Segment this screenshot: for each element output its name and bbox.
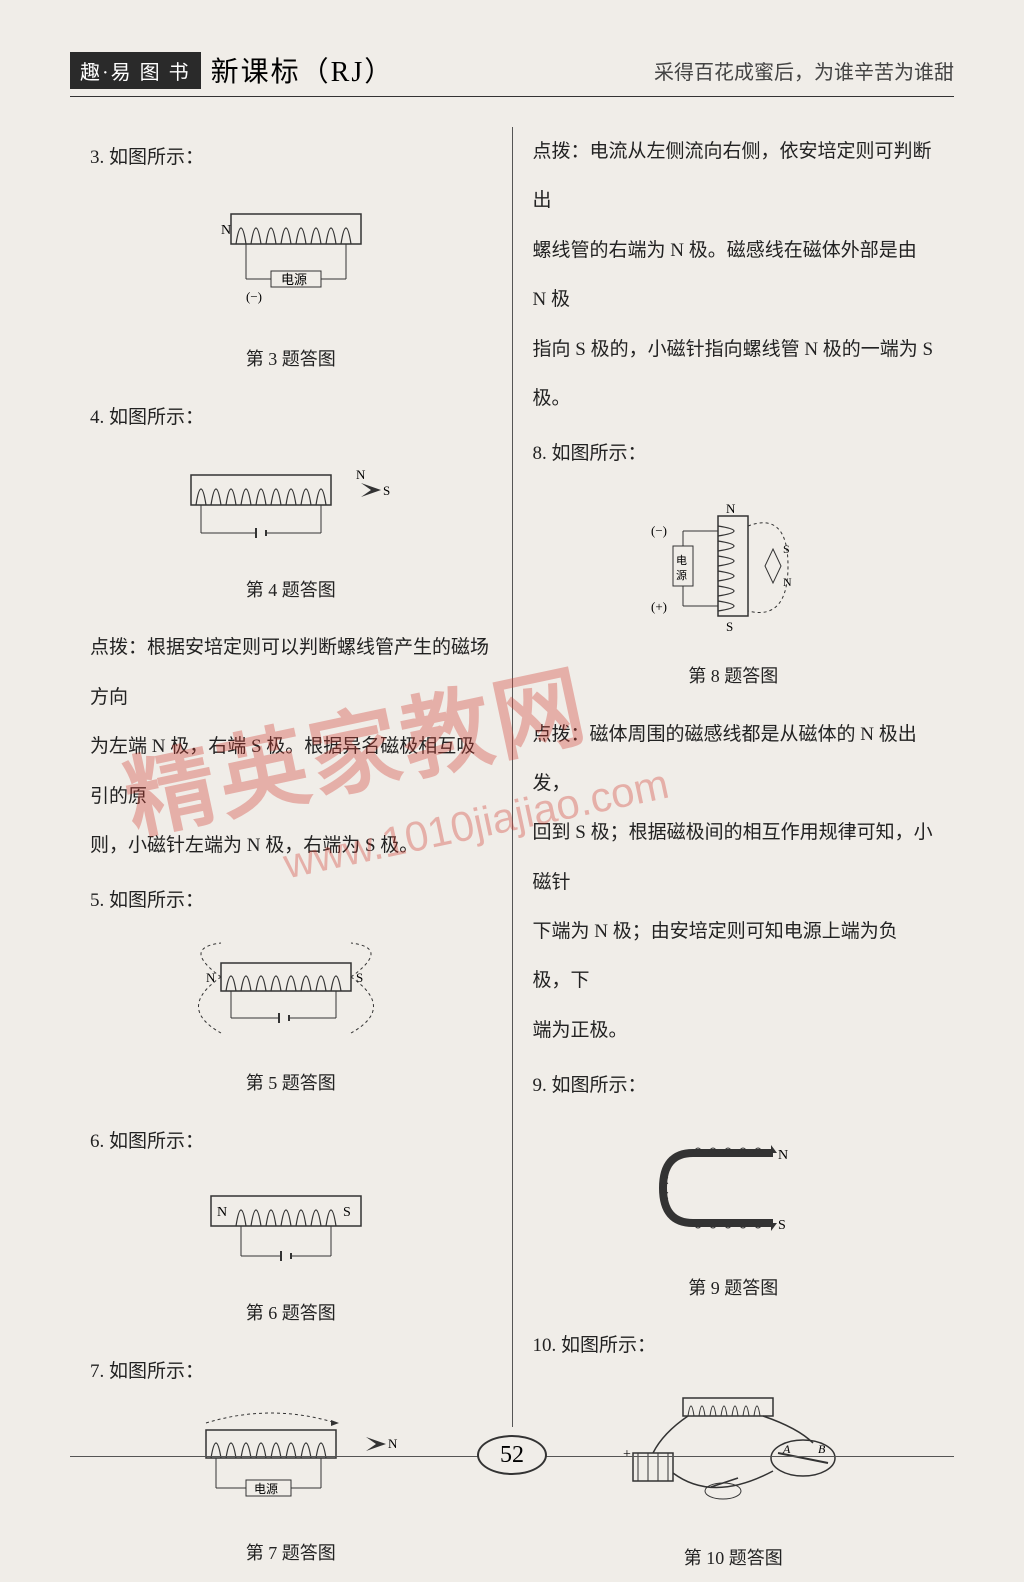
q10-figure: + A B [533, 1383, 935, 1527]
q8-p3: 下端为 N 极；由安培定则可知电源上端为负极，下 [533, 907, 935, 1006]
q8-s-bot: S [726, 619, 733, 634]
q8-head: 8. 如图所示： [533, 429, 935, 478]
q8-figure: N S 电 源 (−) (+) S N [533, 491, 935, 645]
q8-pos-label: (+) [651, 599, 667, 614]
q3-figure: N 电源 (−) [90, 194, 492, 328]
q8-n-top: N [726, 501, 736, 516]
q9-figure: N S [533, 1123, 935, 1257]
q7-caption: 第 7 题答图 [90, 1530, 492, 1577]
page-number-wrap: 52 [477, 1435, 547, 1475]
page-number: 52 [477, 1435, 547, 1475]
q9-n-label: N [778, 1148, 788, 1163]
q4-head: 4. 如图所示： [90, 393, 492, 442]
q6-n-label: N [217, 1205, 227, 1220]
q5-head: 5. 如图所示： [90, 876, 492, 925]
q7-figure: 电源 N [90, 1408, 492, 1522]
q6-figure: N S [90, 1178, 492, 1282]
q3-n-label: N [221, 223, 231, 238]
q8-neg-label: (−) [651, 523, 667, 538]
q8-p1: 点拨：磁体周围的磁感线都是从磁体的 N 极出发， [533, 710, 935, 809]
q7-src-label: 电源 [254, 1482, 278, 1496]
q9-s-label: S [778, 1218, 786, 1233]
q3-head: 3. 如图所示： [90, 133, 492, 182]
q10-caption: 第 10 题答图 [533, 1535, 935, 1582]
page-subtitle: 采得百花成蜜后，为谁辛苦为谁甜 [654, 56, 954, 85]
content-columns: 3. 如图所示： N 电源 (−) 第 3 题答图 4. 如图所示： [70, 127, 954, 1427]
page: 趣·易 图 书 新课标（RJ） 采得百花成蜜后，为谁辛苦为谁甜 3. 如图所示：… [0, 0, 1024, 1493]
q10-circuit-diagram: + A B [603, 1383, 863, 1523]
q4-p3: 则，小磁针左端为 N 极，右端为 S 极。 [90, 821, 492, 870]
q4-n-label: N [356, 467, 366, 482]
q4-caption: 第 4 题答图 [90, 567, 492, 614]
q6-solenoid-diagram: N S [181, 1178, 401, 1278]
q7-head: 7. 如图所示： [90, 1347, 492, 1396]
q8-p2: 回到 S 极；根据磁极间的相互作用规律可知，小磁针 [533, 808, 935, 907]
q10-a-label: A [782, 1442, 791, 1456]
q8-src-label2: 源 [676, 568, 687, 582]
intro-p2: 螺线管的右端为 N 极。磁感线在磁体外部是由 N 极 [533, 226, 935, 325]
q8-caption: 第 8 题答图 [533, 653, 935, 700]
q8-src-label: 电 [676, 554, 687, 567]
q6-caption: 第 6 题答图 [90, 1290, 492, 1337]
q3-caption: 第 3 题答图 [90, 336, 492, 383]
q4-p2: 为左端 N 极，右端 S 极。根据异名磁极相互吸引的原 [90, 722, 492, 821]
q10-pos-label: + [623, 1447, 631, 1462]
q9-horseshoe-diagram: N S [633, 1123, 833, 1253]
q7-solenoid-diagram: 电源 N [161, 1408, 421, 1518]
q8-solenoid-diagram: N S 电 源 (−) (+) S N [623, 491, 843, 641]
q5-caption: 第 5 题答图 [90, 1060, 492, 1107]
page-header: 趣·易 图 书 新课标（RJ） 采得百花成蜜后，为谁辛苦为谁甜 [70, 50, 954, 97]
q6-head: 6. 如图所示： [90, 1117, 492, 1166]
q3-src-label: 电源 [281, 272, 307, 287]
q10-head: 10. 如图所示： [533, 1321, 935, 1370]
q4-p1: 点拨：根据安培定则可以判断螺线管产生的磁场方向 [90, 623, 492, 722]
q9-caption: 第 9 题答图 [533, 1265, 935, 1312]
q4-s-label: S [383, 483, 390, 498]
intro-p1: 点拨：电流从左侧流向右侧，依安培定则可判断出 [533, 127, 935, 226]
q5-figure: N S [90, 938, 492, 1052]
q6-s-label: S [343, 1205, 351, 1220]
q3-neg-label: (−) [246, 289, 262, 304]
q7-n-label: N [388, 1436, 398, 1451]
left-column: 3. 如图所示： N 电源 (−) 第 3 题答图 4. 如图所示： [70, 127, 512, 1427]
brand-badge: 趣·易 图 书 [70, 52, 201, 89]
q4-figure: N S [90, 455, 492, 559]
q4-solenoid-diagram: N S [161, 455, 421, 555]
page-title: 新课标（RJ） [211, 50, 395, 90]
q3-solenoid-diagram: N 电源 (−) [191, 194, 391, 324]
right-column: 点拨：电流从左侧流向右侧，依安培定则可判断出 螺线管的右端为 N 极。磁感线在磁… [513, 127, 955, 1427]
q10-b-label: B [818, 1442, 826, 1456]
q5-solenoid-diagram: N S [161, 938, 421, 1048]
q8-p4: 端为正极。 [533, 1006, 935, 1055]
intro-p3: 指向 S 极的，小磁针指向螺线管 N 极的一端为 S 极。 [533, 325, 935, 424]
q8-compass-s: S [783, 542, 790, 556]
q8-compass-n: N [783, 575, 792, 589]
q9-head: 9. 如图所示： [533, 1061, 935, 1110]
